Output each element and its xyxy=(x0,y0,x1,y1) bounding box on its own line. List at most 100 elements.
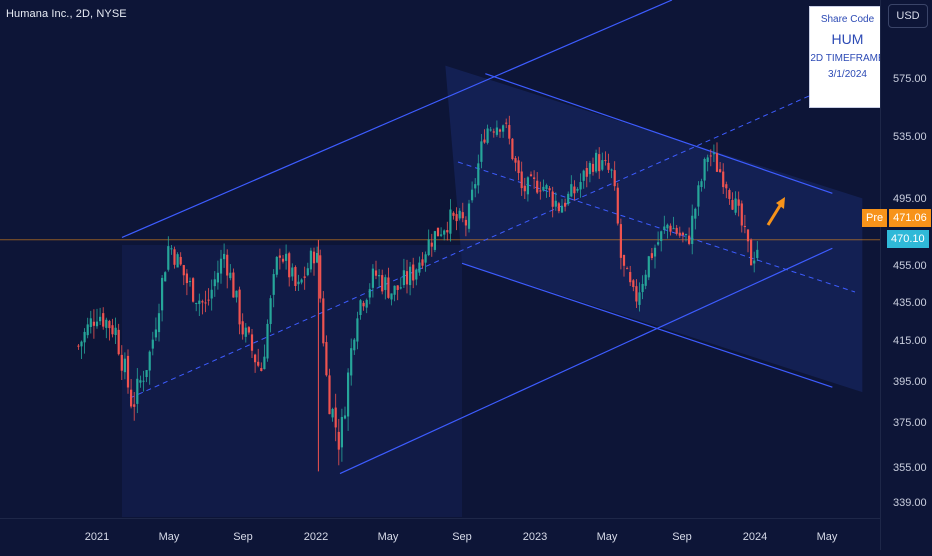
candle-body xyxy=(715,153,719,172)
candle-body xyxy=(467,203,471,229)
pre-market-tag: Pre 471.06 xyxy=(862,209,931,227)
candle-body xyxy=(77,345,80,347)
candle-body xyxy=(405,271,409,285)
time-tick-label: May xyxy=(378,531,399,543)
candle-body xyxy=(477,163,480,186)
candle-body xyxy=(179,256,182,265)
candle-body xyxy=(263,356,266,370)
candle-body xyxy=(213,279,216,287)
candle-body xyxy=(99,316,102,322)
candle-body xyxy=(145,370,148,378)
candle-body xyxy=(492,131,495,133)
candle-body xyxy=(148,351,151,371)
candle-body xyxy=(316,252,319,263)
candle-body xyxy=(591,163,595,172)
candle-body xyxy=(170,248,173,250)
candle-body xyxy=(347,372,350,417)
candle-body xyxy=(712,153,715,155)
candle-body xyxy=(650,253,653,259)
candle-body xyxy=(164,272,167,282)
candle-body xyxy=(731,200,734,210)
candle-body xyxy=(387,277,390,298)
candle-body xyxy=(359,300,362,316)
candle-body xyxy=(582,170,585,181)
candle-body xyxy=(622,254,626,266)
time-tick-label: May xyxy=(159,531,180,543)
candle-body xyxy=(139,380,142,383)
candle-body xyxy=(691,215,694,244)
candle-body xyxy=(384,277,387,290)
candle-body xyxy=(529,174,533,177)
candle-body xyxy=(409,266,412,286)
candle-body xyxy=(728,190,731,199)
price-tick-label: 495.00 xyxy=(893,193,927,205)
candle-body xyxy=(294,267,297,287)
candle-body xyxy=(207,299,210,301)
candle-body xyxy=(536,180,539,193)
info-label: Share Code xyxy=(820,14,875,25)
price-axis-labels: 575.00 535.00 495.00 455.00 435.00 415.00 395.… xyxy=(893,73,927,509)
time-tick-label: Sep xyxy=(672,531,692,543)
candle-body xyxy=(632,280,635,288)
candle-body xyxy=(557,203,560,212)
candle-body xyxy=(573,186,576,194)
candle-body xyxy=(105,319,108,328)
info-ticker: HUM xyxy=(831,31,864,47)
price-axis[interactable]: 575.00 535.00 495.00 455.00 435.00 415.00 395.… xyxy=(880,0,932,550)
time-tick-label: 2022 xyxy=(304,531,328,543)
candle-body xyxy=(638,292,641,305)
price-tick-label: 535.00 xyxy=(893,131,927,143)
price-tick-label: 355.00 xyxy=(893,462,927,474)
candle-body xyxy=(753,260,756,264)
candle-body xyxy=(452,212,455,216)
projection-arrow-head xyxy=(776,197,785,209)
candle-body xyxy=(402,270,405,286)
candle-body xyxy=(629,272,632,283)
last-price-tag: 470.10 xyxy=(887,230,929,248)
candle-body xyxy=(610,169,613,171)
candle-body xyxy=(613,170,616,187)
time-tick-label: 2021 xyxy=(85,531,109,543)
candle-body xyxy=(254,354,257,363)
candle-body xyxy=(480,141,483,162)
candle-body xyxy=(151,339,154,349)
candle-body xyxy=(266,323,269,359)
candle-body xyxy=(750,239,753,266)
candle-body xyxy=(511,138,514,160)
candle-body xyxy=(281,258,285,262)
candle-body xyxy=(381,275,384,292)
time-tick-label: 2023 xyxy=(523,531,547,543)
price-tick-label: 415.00 xyxy=(893,335,927,347)
candle-body xyxy=(471,189,474,201)
time-tick-label: 2024 xyxy=(743,531,767,543)
candle-body xyxy=(288,253,291,278)
candle-body xyxy=(378,275,381,277)
chart-plot-area[interactable] xyxy=(0,0,880,518)
candle-body xyxy=(688,235,691,244)
candle-body xyxy=(653,247,657,257)
candle-body xyxy=(523,185,526,192)
candle-body xyxy=(415,269,418,280)
candle-body xyxy=(635,286,638,302)
candle-body xyxy=(312,251,316,264)
time-axis-labels: 2021 May Sep 2022 May Sep 2023 May Sep 2024 May xyxy=(85,531,838,543)
price-tick-label: 575.00 xyxy=(893,73,927,85)
candle-body xyxy=(725,184,728,189)
candle-body xyxy=(300,279,303,283)
currency-button[interactable]: USD xyxy=(888,4,928,28)
candle-body xyxy=(182,265,185,276)
candle-body xyxy=(427,239,430,256)
candle-body xyxy=(564,202,567,207)
candle-body xyxy=(319,255,322,299)
time-axis[interactable]: 2021 May Sep 2022 May Sep 2023 May Sep 2024 May xyxy=(0,518,880,551)
candle-body xyxy=(80,341,83,347)
candle-body xyxy=(567,193,570,205)
descending-channel-fill xyxy=(445,65,863,393)
candle-body xyxy=(595,152,598,172)
candle-body xyxy=(136,378,139,404)
candle-body xyxy=(89,318,92,328)
candle-body xyxy=(117,329,120,355)
candle-body xyxy=(157,313,161,333)
candle-body xyxy=(86,324,89,336)
